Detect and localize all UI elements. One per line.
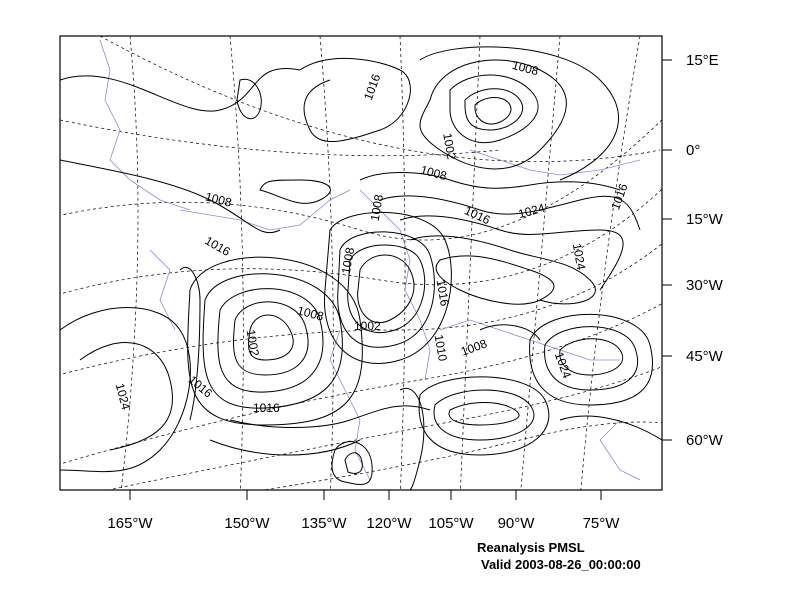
isobar-label: 1002 — [354, 319, 381, 333]
caption-valid-time: Valid 2003-08-26_00:00:00 — [481, 557, 641, 572]
lat-label: 15°W — [686, 211, 724, 228]
caption-title: Reanalysis PMSL — [477, 540, 585, 555]
isobar-label: 1024 — [113, 382, 134, 412]
isobar-label: 1008 — [419, 163, 449, 184]
lat-ticks — [662, 59, 672, 441]
lon-labels: 165°W 150°W 135°W 120°W 105°W 90°W 75°W — [107, 515, 620, 532]
coastlines — [99, 39, 641, 481]
isobars — [60, 46, 662, 490]
isobar-labels: 1016 1008 1002 1008 1008 1008 1016 1024 … — [113, 58, 631, 415]
lat-label: 45°W — [686, 348, 724, 365]
isobar-label: 1002 — [244, 328, 262, 357]
lat-label: 30°W — [686, 277, 724, 294]
lon-label: 150°W — [224, 515, 270, 532]
isobar-label: 1024 — [570, 242, 588, 271]
isobar-label: 1016 — [253, 401, 280, 415]
isobar-label: 1002 — [440, 132, 458, 161]
isobar-label: 1010 — [432, 333, 450, 362]
lon-label: 135°W — [301, 515, 347, 532]
lon-label: 120°W — [366, 515, 412, 532]
lon-label: 165°W — [107, 515, 153, 532]
lat-label: 0° — [686, 142, 700, 159]
isobar-label: 1008 — [511, 58, 541, 79]
isobar-label: 1008 — [204, 189, 234, 210]
lat-labels: 15°E 0° 15°W 30°W 45°W 60°W — [686, 52, 724, 449]
lat-label: 15°E — [686, 52, 719, 69]
isobar-label: 1024 — [517, 201, 547, 222]
isobar-label: 1008 — [368, 193, 386, 222]
isobar-label: 1016 — [434, 278, 452, 307]
isobar-label: 1008 — [339, 246, 357, 275]
map-frame — [59, 35, 663, 491]
lon-label: 90°W — [498, 515, 536, 532]
lon-label: 105°W — [428, 515, 474, 532]
lon-label: 75°W — [583, 515, 621, 532]
lon-ticks — [129, 490, 602, 500]
isobar-label: 1008 — [296, 303, 326, 324]
lat-label: 60°W — [686, 432, 724, 449]
